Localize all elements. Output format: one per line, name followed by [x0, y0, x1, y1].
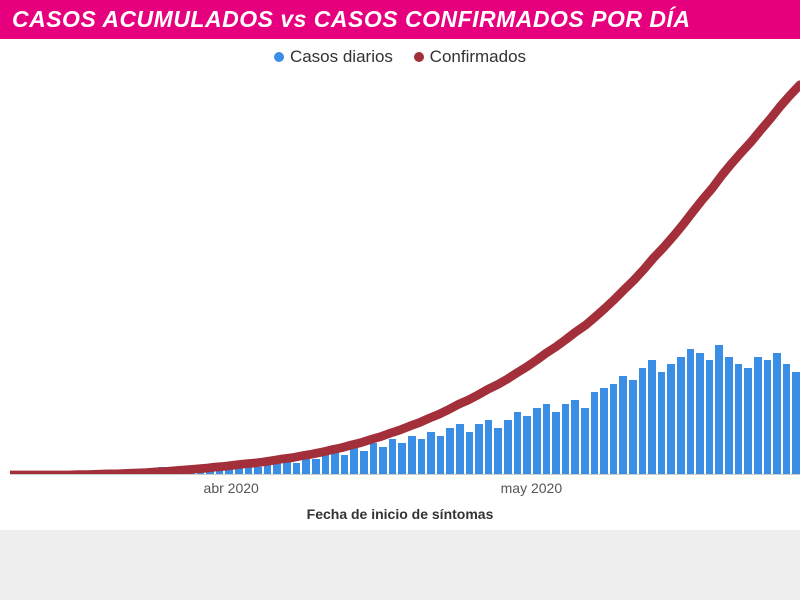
bar [418, 439, 426, 475]
bar [667, 364, 675, 475]
legend-dot-daily-icon [274, 52, 284, 62]
legend-label-confirmed: Confirmados [430, 47, 526, 67]
bar [533, 408, 541, 475]
bar [360, 451, 368, 475]
bars-group [10, 80, 800, 475]
bar [494, 428, 502, 475]
bar [514, 412, 522, 475]
legend-label-daily: Casos diarios [290, 47, 393, 67]
bar [629, 380, 637, 475]
bar [725, 357, 733, 476]
bar [475, 424, 483, 475]
bar [427, 432, 435, 475]
bar [658, 372, 666, 475]
bar [408, 436, 416, 476]
bar [370, 443, 378, 475]
bar [456, 424, 464, 475]
bar [783, 364, 791, 475]
bar [773, 353, 781, 475]
bar [322, 455, 330, 475]
bar [754, 357, 762, 476]
bar [331, 451, 339, 475]
bar [485, 420, 493, 475]
chart-legend: Casos diarios Confirmados [0, 39, 800, 71]
x-axis-label: Fecha de inicio de síntomas [0, 506, 800, 522]
bar [610, 384, 618, 475]
bar [389, 439, 397, 475]
bar [283, 459, 291, 475]
bar [792, 372, 800, 475]
bar [677, 357, 685, 476]
bar [581, 408, 589, 475]
chart-title: CASOS ACUMULADOS vs CASOS CONFIRMADOS PO… [0, 0, 800, 39]
bar [696, 353, 704, 475]
bar [350, 447, 358, 475]
bar [639, 368, 647, 475]
bar [302, 455, 310, 475]
bar [446, 428, 454, 475]
bar [466, 432, 474, 475]
bar [744, 368, 752, 475]
bar [687, 349, 695, 475]
bar [341, 455, 349, 475]
x-tick-may: may 2020 [501, 480, 562, 496]
bar [562, 404, 570, 475]
bar [764, 360, 772, 475]
bar [552, 412, 560, 475]
bar [398, 443, 406, 475]
bar [591, 392, 599, 475]
bar [735, 364, 743, 475]
chart-container: CASOS ACUMULADOS vs CASOS CONFIRMADOS PO… [0, 0, 800, 530]
bar [706, 360, 714, 475]
bar [619, 376, 627, 475]
legend-item-daily: Casos diarios [274, 47, 393, 67]
x-axis: abr 2020 may 2020 [10, 480, 800, 500]
bar [648, 360, 656, 475]
bar [543, 404, 551, 475]
legend-dot-confirmed-icon [414, 52, 424, 62]
bar [504, 420, 512, 475]
bar [715, 345, 723, 475]
x-tick-abr: abr 2020 [204, 480, 259, 496]
bar [312, 459, 320, 475]
bar [437, 436, 445, 476]
bar [600, 388, 608, 475]
legend-item-confirmed: Confirmados [414, 47, 526, 67]
bar [523, 416, 531, 475]
bar [379, 447, 387, 475]
plot-area [10, 80, 800, 475]
footer-gap [0, 530, 800, 600]
x-baseline [10, 474, 800, 475]
bar [273, 459, 281, 475]
bar [571, 400, 579, 475]
